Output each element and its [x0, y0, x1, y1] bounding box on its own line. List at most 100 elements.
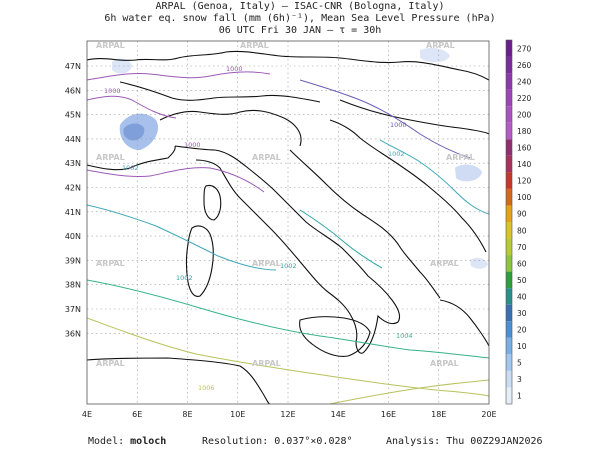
colorbar-swatch — [506, 56, 512, 74]
isobar-label: 1004 — [396, 332, 413, 340]
footer-model-label: Model: — [88, 436, 125, 447]
watermark: ARPAL — [430, 259, 459, 268]
colorbar-label: 40 — [517, 292, 527, 301]
colorbar-swatch — [506, 304, 512, 322]
colorbar-label: 90 — [517, 210, 527, 219]
colorbar-label: 3 — [517, 375, 522, 384]
colorbar-label: 140 — [517, 160, 532, 169]
coastlines — [87, 50, 489, 404]
isobar-label: 1002 — [176, 274, 193, 282]
border-northern-europe — [87, 50, 489, 81]
coastline-balkans — [329, 119, 487, 253]
header-line-2: 6h water eq. snow fall (mm (6h)⁻¹), Mean… — [104, 13, 496, 24]
header-line-3: 06 UTC Fri 30 JAN — τ = 30h — [218, 25, 382, 36]
isobar-label: 1002 — [122, 164, 139, 172]
isobar-1002-east — [379, 139, 489, 215]
coastline-tunisia — [87, 357, 271, 404]
colorbar-swatch — [506, 188, 512, 206]
isobar-1000-west — [87, 95, 177, 119]
coastline-italy-peninsula — [174, 145, 401, 354]
watermark: ARPAL — [252, 259, 281, 268]
latitude-label: 45N — [65, 111, 81, 120]
longitude-label: 6E — [132, 410, 142, 419]
latitude-label: 39N — [65, 256, 81, 265]
latitude-label: 37N — [65, 305, 81, 314]
coastline-corsica — [203, 184, 222, 221]
colorbar-swatch — [506, 40, 512, 57]
colorbar-swatch — [506, 370, 512, 388]
isobar-label: 1000 — [184, 141, 201, 149]
colorbar-swatch — [506, 172, 512, 189]
colorbar-label: 10 — [517, 342, 527, 351]
colorbar: 2702602402202001801601401201009080706050… — [505, 39, 532, 405]
footer-model: Model: moloch — [88, 436, 166, 448]
lat-lon-grid — [87, 41, 489, 404]
colorbar-label: 80 — [517, 226, 527, 235]
latitude-label: 41N — [65, 208, 81, 217]
watermark: ARPAL — [96, 41, 125, 50]
latitude-labels: 47N 46N 45N 44N 43N 42N 41N 40N 39N 38N 37N 36N — [65, 62, 81, 338]
border-alpine — [119, 81, 321, 103]
watermark: ARPAL — [96, 259, 125, 268]
footer-analysis: Analysis: Thu 00Z29JAN2026 — [386, 436, 543, 448]
isobar-1006-south — [329, 379, 489, 404]
latitude-label: 43N — [65, 159, 81, 168]
longitude-label: 20E — [481, 410, 496, 419]
isobar-1006 — [87, 317, 489, 397]
colorbar-label: 70 — [517, 243, 527, 252]
latitude-label: 47N — [65, 62, 81, 71]
border-balkan — [339, 99, 489, 135]
isobar-1000-center — [87, 167, 265, 193]
isobar-1004 — [87, 279, 489, 359]
longitude-label: 16E — [381, 410, 396, 419]
colorbar-label: 30 — [517, 309, 527, 318]
colorbar-swatch — [506, 238, 512, 256]
longitude-labels: 4E 6E 8E 10E 12E 14E 16E 18E 20E — [82, 410, 497, 419]
colorbar-label: 60 — [517, 259, 527, 268]
watermarks: ARPAL ARPAL ARPAL ARPAL ARPAL ARPAL ARPA… — [96, 41, 475, 368]
latitude-label: 44N — [65, 135, 81, 144]
watermark: ARPAL — [240, 41, 269, 50]
isobar-1000-east — [299, 79, 471, 159]
isobars — [87, 71, 489, 404]
colorbar-swatch — [506, 222, 512, 239]
latitude-label: 38N — [65, 281, 81, 290]
colorbar-swatch — [506, 89, 512, 107]
colorbar-label: 180 — [517, 127, 532, 136]
isobar-label: 1006 — [198, 384, 215, 392]
footer-resolution: Resolution: 0.037°×0.028° — [202, 436, 353, 448]
isobar-label: 1000 — [390, 121, 407, 129]
colorbar-label: 220 — [517, 94, 532, 103]
watermark: ARPAL — [96, 359, 125, 368]
coastline-greece — [439, 299, 489, 347]
coastline-alps-northern-italy — [159, 109, 302, 147]
longitude-label: 4E — [82, 410, 92, 419]
colorbar-label: 120 — [517, 177, 532, 186]
colorbar-swatch — [506, 122, 512, 140]
map-frame — [86, 40, 490, 405]
colorbar-label: 270 — [517, 44, 532, 53]
latitude-label: 40N — [65, 232, 81, 241]
watermark: ARPAL — [446, 153, 475, 162]
colorbar-swatch — [506, 155, 512, 173]
snowfall-patch-balkans — [455, 164, 482, 182]
isobar-1002-south — [87, 204, 277, 271]
watermark: ARPAL — [426, 41, 455, 50]
footer-resolution-value: 0.037°×0.028° — [274, 436, 353, 447]
colorbar-label: 5 — [517, 359, 522, 368]
colorbar-swatch — [506, 139, 512, 156]
longitude-label: 8E — [182, 410, 192, 419]
snowfall-patches — [112, 48, 488, 269]
colorbar-swatch — [506, 73, 512, 90]
colorbar-swatch — [506, 337, 512, 355]
footer-model-value: moloch — [130, 436, 167, 447]
snowfall-patch-alps-west-core — [123, 123, 145, 141]
isobar-label: 1000 — [104, 87, 121, 95]
colorbar-label: 1 — [517, 392, 522, 401]
isobar-label: 1002 — [280, 262, 297, 270]
snowfall-patch-north — [112, 58, 132, 74]
header-line-1: ARPAL (Genoa, Italy) — ISAC-CNR (Bologna… — [155, 1, 445, 12]
colorbar-swatch — [506, 354, 512, 371]
colorbar-label: 260 — [517, 61, 532, 70]
colorbar-label: 200 — [517, 110, 532, 119]
